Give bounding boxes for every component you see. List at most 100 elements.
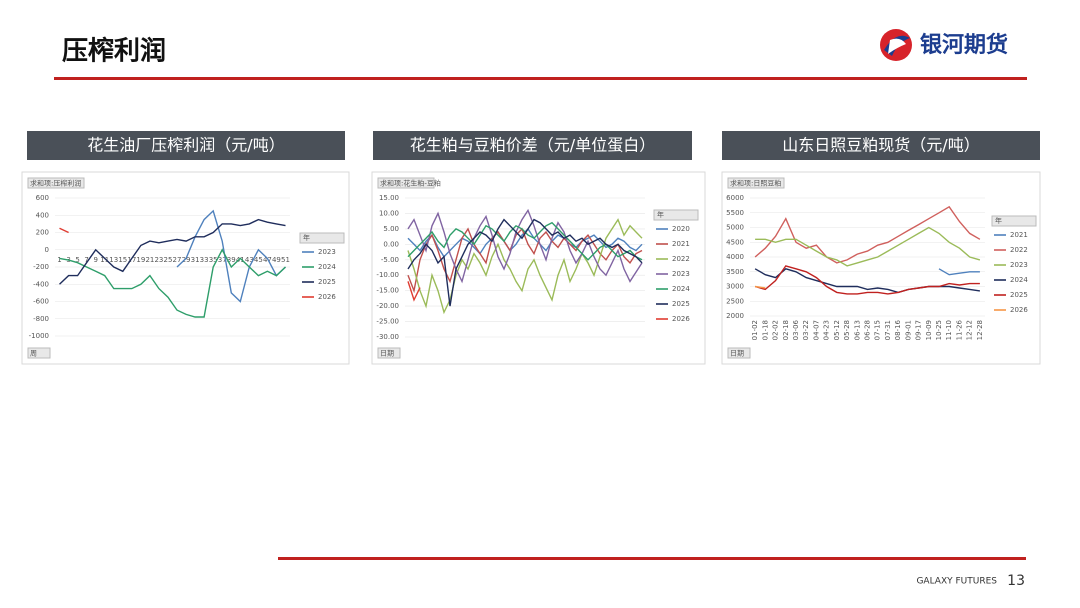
series-line [754, 285, 766, 289]
series-line [755, 226, 981, 267]
chart-frame [721, 171, 1041, 365]
logo-icon [880, 29, 912, 61]
field-label: 求和项:日照豆粕 [730, 179, 781, 188]
x-tick-label: 1 [57, 256, 61, 264]
chart-frame [21, 171, 350, 365]
filter-label: 日期 [380, 350, 394, 358]
field-button [727, 177, 785, 189]
x-tick-label: 11-10 [945, 320, 953, 340]
x-tick-label: 35 [209, 256, 218, 264]
x-tick-label: 43 [245, 256, 254, 264]
y-tick-label: 2500 [726, 297, 744, 305]
legend-label: 2021 [672, 240, 690, 248]
filter-button[interactable] [377, 347, 401, 359]
x-tick-label: 01-18 [761, 320, 769, 340]
x-tick-label: 17 [127, 256, 136, 264]
y-tick-label: 15.00 [379, 194, 399, 202]
y-tick-label: 600 [36, 194, 49, 202]
legend-title: 年 [995, 216, 1002, 225]
legend-label: 2025 [1010, 291, 1028, 299]
chart-frame [371, 171, 706, 365]
y-tick-label: -800 [33, 315, 49, 323]
x-tick-label: 37 [218, 256, 227, 264]
y-tick-label: 4500 [726, 238, 744, 246]
footer-rule [278, 557, 1026, 560]
legend-label: 2020 [672, 225, 690, 233]
x-tick-label: 10-25 [935, 320, 943, 340]
filter-button[interactable] [727, 347, 751, 359]
y-tick-label: 6000 [726, 194, 744, 202]
series-line [754, 268, 981, 294]
y-tick-label: 200 [36, 229, 49, 237]
legend-label: 2025 [672, 300, 690, 308]
x-tick-label: 01-02 [751, 320, 759, 340]
panel-title: 花生粕与豆粕价差（元/单位蛋白） [410, 136, 655, 155]
x-tick-label: 03-22 [802, 320, 810, 340]
x-tick-label: 9 [93, 256, 97, 264]
x-tick-label: 09-01 [904, 320, 912, 340]
x-tick-label: 02-18 [782, 320, 790, 340]
x-tick-label: 08-16 [894, 319, 902, 340]
x-tick-label: 04-23 [823, 320, 831, 340]
x-tick-label: 27 [173, 256, 182, 264]
y-tick-label: -30.00 [376, 333, 399, 341]
x-tick-label: 15 [118, 256, 127, 264]
series-line [59, 227, 69, 234]
x-tick-label: 39 [227, 256, 236, 264]
legend-label: 2026 [672, 315, 690, 323]
y-tick-label: -600 [33, 298, 49, 306]
slide-title: 压榨利润 [62, 36, 166, 67]
series-line [59, 248, 286, 318]
page-number: 13 [1007, 573, 1025, 589]
legend-title: 年 [303, 233, 310, 242]
series-line [407, 218, 643, 307]
y-tick-label: -1000 [29, 332, 49, 340]
logo-text: 银河期货 [920, 32, 1008, 58]
x-tick-label: 04-07 [812, 320, 820, 340]
y-tick-label: 5000 [726, 224, 744, 232]
legend-label: 2022 [1010, 246, 1028, 254]
y-tick-label: 10.00 [379, 209, 399, 217]
x-tick-label: 29 [182, 256, 191, 264]
x-tick-label: 11 [100, 256, 109, 264]
y-tick-label: -20.00 [376, 302, 399, 310]
field-label: 求和项:花生粕-豆粕 [380, 179, 441, 188]
legend-title: 年 [657, 210, 664, 219]
x-tick-label: 03-06 [792, 319, 800, 340]
field-button [27, 177, 85, 189]
panel-title: 花生油厂压榨利润（元/吨） [87, 136, 284, 155]
x-tick-label: 25 [164, 256, 173, 264]
legend-title-box[interactable] [653, 209, 699, 221]
field-button [377, 177, 435, 189]
x-tick-label: 05-12 [833, 320, 841, 340]
filter-button[interactable] [27, 347, 51, 359]
y-tick-label: 3000 [726, 283, 744, 291]
y-tick-label: 5500 [726, 209, 744, 217]
y-tick-label: -200 [33, 263, 49, 271]
y-tick-label: 5.00 [383, 225, 399, 233]
legend-label: 2021 [1010, 231, 1028, 239]
series-line [407, 281, 421, 302]
legend-label: 2023 [1010, 261, 1028, 269]
x-tick-label: 11-26 [955, 319, 963, 340]
legend-label: 2025 [318, 278, 336, 286]
x-tick-label: 02-02 [772, 320, 780, 340]
y-tick-label: 3500 [726, 268, 744, 276]
y-tick-label: 400 [36, 211, 49, 219]
panel-header [373, 131, 692, 160]
legend-title-box[interactable] [991, 215, 1037, 227]
panel-title: 山东日照豆粕现货（元/吨） [782, 136, 979, 155]
series-line [754, 205, 981, 264]
x-tick-label: 05-28 [843, 320, 851, 340]
x-tick-label: 19 [136, 256, 145, 264]
y-tick-label: -25.00 [376, 318, 399, 326]
legend-title-box[interactable] [299, 232, 345, 244]
legend-label: 2022 [672, 255, 690, 263]
x-tick-label: 06-13 [853, 320, 861, 340]
filter-label: 周 [30, 350, 37, 358]
header-rule [54, 77, 1027, 80]
legend-label: 2024 [1010, 276, 1028, 284]
legend-label: 2024 [318, 263, 336, 271]
filter-label: 日期 [730, 350, 744, 358]
